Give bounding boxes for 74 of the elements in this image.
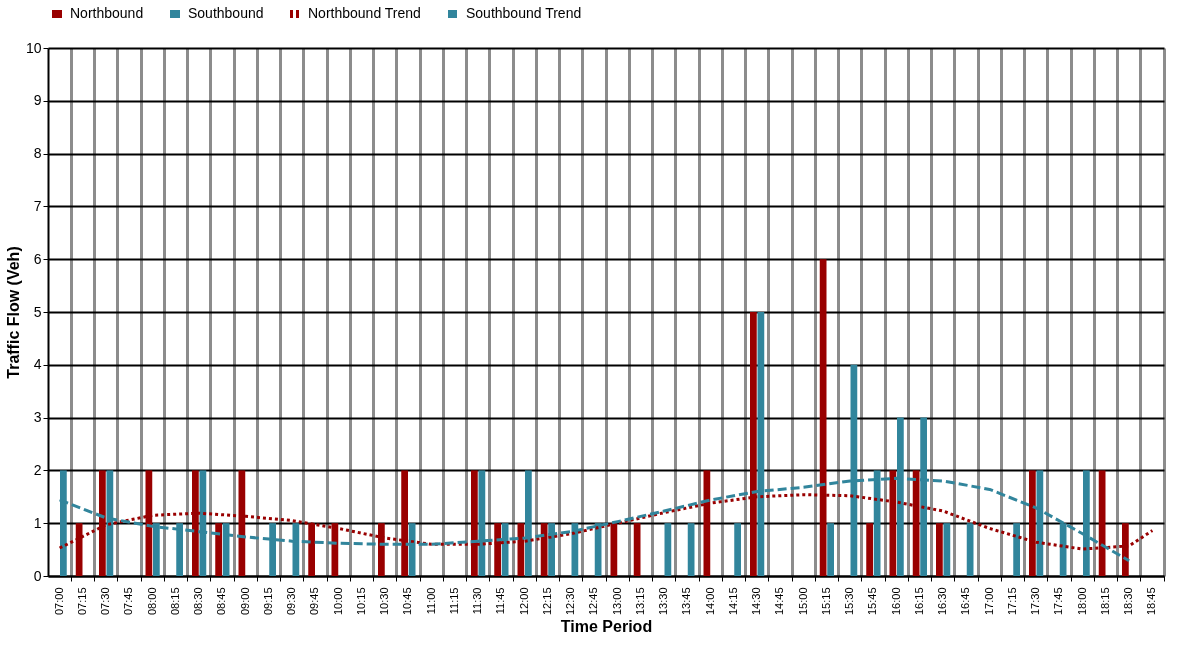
x-tick-label: 09:30 [285,587,298,616]
x-tick-label: 07:15 [75,587,88,616]
x-tick-label: 16:45 [959,587,972,616]
x-tick-label: 07:45 [122,587,135,616]
x-tick-label: 11:15 [447,587,460,615]
x-tick-label: 13:45 [680,587,693,616]
y-tick-label: 3 [33,409,42,426]
x-tick-label: 12:45 [587,587,600,616]
x-tick-label: 17:00 [982,587,995,616]
bar [215,523,222,576]
bar [866,523,873,576]
x-tick-label: 16:30 [936,587,949,616]
x-tick-label: 11:00 [424,587,437,615]
legend-label: Northbound [70,5,144,21]
x-tick-label: 08:30 [192,587,205,616]
x-tick-label: 12:30 [564,587,577,616]
bar [936,523,943,576]
y-tick-label: 6 [33,250,42,267]
x-tick-label: 10:30 [378,587,391,616]
y-tick-label: 1 [33,514,42,531]
y-tick-label: 10 [25,39,42,56]
x-tick-label: 09:15 [261,587,274,616]
y-tick-label: 4 [33,356,42,373]
x-tick-label: 18:30 [1122,587,1135,616]
x-tick-label: 15:30 [843,587,856,616]
x-tick-label: 11:45 [494,587,507,615]
x-tick-label: 09:45 [308,587,321,616]
x-tick-label: 12:15 [540,587,553,616]
x-tick-label: 15:15 [819,587,832,616]
x-tick-label: 10:45 [401,587,414,616]
x-tick-label: 09:00 [238,587,251,616]
x-tick-label: 16:00 [889,587,902,616]
bar [1013,523,1020,576]
x-tick-label: 15:00 [796,587,809,616]
x-tick-label: 18:15 [1098,587,1111,616]
x-axis-title: Time Period [560,618,653,636]
x-tick-label: 13:15 [633,587,646,616]
x-tick-label: 10:15 [354,587,367,616]
y-axis-title: Traffic Flow (Veh) [4,246,22,379]
x-tick-label: 13:00 [610,587,623,616]
y-tick-label: 9 [33,92,42,109]
y-tick-label: 0 [33,567,42,584]
x-tick-label: 08:45 [215,587,228,616]
x-tick-label: 12:00 [517,587,530,616]
x-tick-label: 18:45 [1145,587,1158,616]
bar [827,523,834,576]
x-tick-label: 15:45 [866,587,879,616]
x-tick-label: 11:30 [471,587,484,615]
bar [633,523,641,576]
x-tick-label: 14:15 [726,587,739,616]
x-tick-label: 16:15 [912,587,925,616]
x-tick-label: 10:00 [331,587,344,616]
x-tick-label: 13:30 [657,587,670,616]
legend-label: Southbound [188,5,264,21]
x-tick-label: 14:45 [773,587,786,616]
bar [734,523,741,576]
y-tick-label: 2 [33,461,42,478]
bar [966,523,974,576]
x-tick-label: 08:00 [145,587,158,616]
legend-label: Southbound Trend [466,5,582,21]
x-tick-label: 17:15 [1005,587,1018,616]
x-tick-label: 08:15 [168,587,181,616]
y-tick-label: 5 [33,303,42,320]
y-tick-label: 7 [33,197,42,214]
x-tick-label: 18:00 [1075,587,1088,616]
x-tick-label: 14:30 [750,587,763,616]
legend-label: Northbound Trend [308,5,421,21]
bar [687,523,695,576]
x-tick-label: 07:30 [99,587,112,616]
y-tick-label: 8 [33,145,42,162]
x-tick-label: 07:00 [52,587,65,616]
x-tick-label: 17:45 [1052,587,1065,616]
x-tick-label: 17:30 [1029,587,1042,616]
x-tick-label: 14:00 [703,587,716,616]
